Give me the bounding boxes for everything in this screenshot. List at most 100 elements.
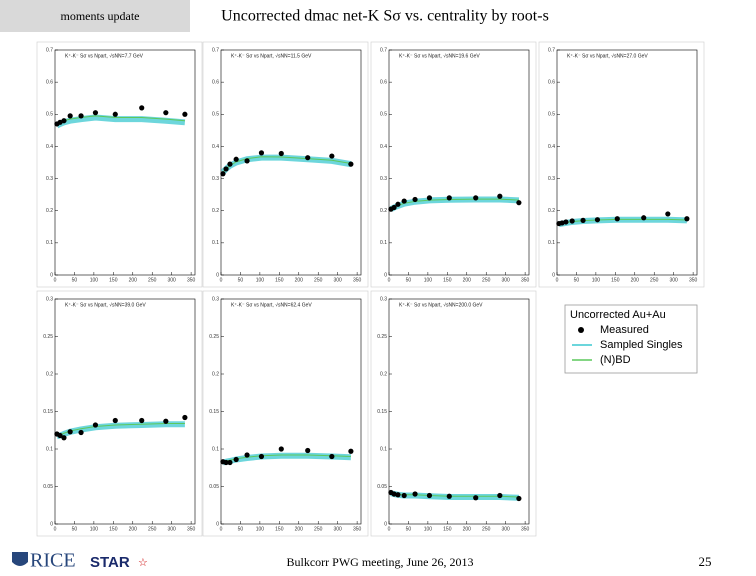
plot-frame [36, 41, 203, 288]
y-tick-label: 0.1 [212, 240, 219, 246]
y-tick-label: 0.1 [46, 446, 53, 452]
data-point [227, 161, 233, 167]
data-point [665, 211, 671, 217]
plot-frame [538, 41, 705, 288]
x-tick-label: 200 [631, 277, 640, 283]
data-point [412, 491, 418, 497]
y-tick-label: 0 [552, 272, 555, 278]
y-tick-label: 0 [50, 272, 53, 278]
y-tick-label: 0.3 [380, 176, 387, 182]
legend-marker [578, 327, 584, 333]
y-tick-label: 0.1 [212, 446, 219, 452]
data-point [223, 459, 229, 466]
data-point [139, 105, 145, 111]
plot-frame [202, 290, 369, 537]
data-point [163, 110, 169, 116]
data-point [641, 215, 647, 221]
x-tick-label: 300 [501, 526, 510, 532]
data-point [446, 493, 452, 499]
page-number: 25 [699, 554, 712, 569]
y-tick-label: 0.2 [380, 208, 387, 214]
data-point [412, 196, 418, 203]
x-tick-label: 0 [388, 277, 391, 283]
x-tick-label: 300 [167, 526, 176, 532]
y-tick-label: 0.4 [380, 144, 387, 150]
data-point [223, 166, 229, 172]
x-tick-label: 300 [333, 277, 342, 283]
data-point [516, 200, 522, 206]
x-tick-label: 250 [148, 277, 157, 283]
y-tick-label: 0.4 [212, 144, 219, 150]
data-point [594, 217, 601, 223]
x-tick-label: 150 [109, 277, 118, 283]
panel-title: K⁺-K⁻ Sσ vs Npart, √sNN=19.6 GeV [399, 52, 480, 59]
data-point [258, 453, 265, 460]
y-tick-label: 0.05 [43, 484, 53, 490]
plot-frame [36, 290, 203, 537]
y-tick-label: 0.2 [548, 208, 555, 214]
x-tick-label: 0 [54, 277, 57, 283]
panel-title: K⁺-K⁻ Sσ vs Npart, √sNN=62.4 GeV [231, 301, 312, 308]
data-point [112, 111, 118, 117]
data-point [305, 155, 311, 161]
data-point [233, 156, 239, 162]
x-tick-label: 0 [388, 526, 391, 532]
data-point [163, 418, 169, 424]
data-point [233, 456, 239, 463]
data-point [139, 417, 145, 424]
data-point [395, 201, 401, 207]
legend-label: (N)BD [600, 354, 631, 366]
y-tick-label: 0.3 [212, 296, 219, 302]
shield-icon [12, 552, 28, 566]
y-tick-label: 0.05 [377, 484, 387, 490]
data-point [580, 217, 586, 223]
x-tick-label: 150 [443, 526, 452, 532]
x-tick-label: 100 [592, 277, 601, 283]
x-tick-label: 0 [220, 526, 223, 532]
panel-title: K⁺-K⁻ Sσ vs Npart, √sNN=39.0 GeV [65, 301, 146, 308]
x-tick-label: 250 [314, 277, 323, 283]
y-tick-label: 0.1 [548, 240, 555, 246]
x-tick-label: 250 [314, 526, 323, 532]
y-tick-label: 0.4 [46, 144, 53, 150]
x-tick-label: 350 [689, 277, 698, 283]
y-tick-label: 0.15 [43, 409, 53, 415]
data-point [614, 216, 620, 222]
y-tick-label: 0.1 [380, 240, 387, 246]
data-point [426, 195, 433, 201]
y-tick-label: 0.2 [380, 371, 387, 377]
data-point [473, 195, 479, 201]
y-tick-label: 0.3 [46, 296, 53, 302]
y-tick-label: 0.3 [548, 176, 555, 182]
y-tick-label: 0.4 [548, 144, 555, 150]
y-tick-label: 0.3 [46, 176, 53, 182]
data-point [395, 492, 401, 498]
data-point [426, 492, 433, 499]
x-tick-label: 200 [463, 277, 472, 283]
x-tick-label: 300 [669, 277, 678, 283]
x-tick-label: 350 [187, 526, 196, 532]
y-tick-label: 0.25 [209, 334, 219, 340]
legend-label: Measured [600, 324, 649, 336]
data-point [329, 153, 335, 159]
x-tick-label: 100 [90, 526, 99, 532]
y-tick-label: 0.6 [548, 79, 555, 85]
y-tick-label: 0.7 [46, 47, 53, 53]
y-tick-label: 0.7 [548, 47, 555, 53]
x-tick-label: 100 [424, 526, 433, 532]
x-tick-label: 150 [275, 277, 284, 283]
data-point [78, 113, 84, 119]
plot-area [388, 49, 530, 276]
data-point [112, 417, 118, 424]
footer-meeting: Bulkcorr PWG meeting, June 26, 2013 [287, 555, 474, 569]
y-tick-label: 0.2 [212, 208, 219, 214]
plot-area [54, 49, 196, 276]
data-point [78, 429, 84, 436]
x-tick-label: 250 [650, 277, 659, 283]
panel-title: K⁺-K⁻ Sσ vs Npart, √sNN=27.0 GeV [567, 52, 648, 59]
x-tick-label: 50 [406, 277, 412, 283]
y-tick-label: 0.7 [380, 47, 387, 53]
y-tick-label: 0.2 [212, 371, 219, 377]
y-tick-label: 0.3 [380, 296, 387, 302]
